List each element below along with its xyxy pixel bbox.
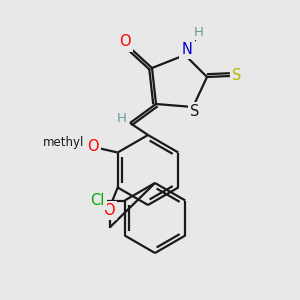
Text: N: N [182,41,192,56]
Text: H: H [194,26,204,38]
Text: H: H [117,112,127,125]
Text: O: O [87,139,98,154]
Text: S: S [232,68,242,83]
Text: methyl: methyl [43,136,84,149]
Text: Cl: Cl [91,193,105,208]
Text: S: S [190,104,200,119]
Text: O: O [103,203,115,218]
Text: O: O [119,34,131,50]
